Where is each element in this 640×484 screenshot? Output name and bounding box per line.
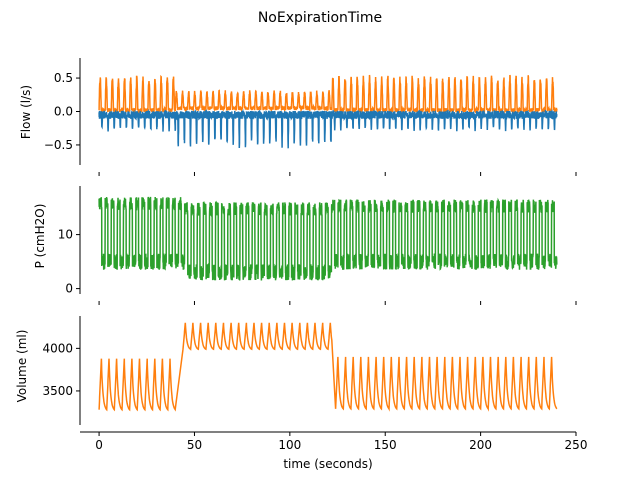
chart-title: NoExpirationTime <box>258 10 382 26</box>
x-tick-label: 250 <box>565 438 588 452</box>
x-tick-label: 50 <box>187 438 202 452</box>
y-tick-label: 4000 <box>42 341 73 355</box>
y-tick-label: 0.5 <box>54 71 73 85</box>
panel-flow: Flow (l/s) −0.5 0.0 0.5 <box>19 58 577 176</box>
x-tick-label: 200 <box>469 438 492 452</box>
panel-volume: Volume (ml) 3500 4000 0 50 100 150 200 250 <box>15 316 587 452</box>
x-axis-label: time (seconds) <box>283 457 372 471</box>
y-tick-label: 0.0 <box>54 105 73 119</box>
panel-pressure: P (cmH2O) 0 10 <box>33 186 577 305</box>
pressure-axis-label: P (cmH2O) <box>33 204 47 269</box>
series-line <box>98 196 558 281</box>
volume-axis-label: Volume (ml) <box>15 330 29 403</box>
flow-axis-label: Flow (l/s) <box>19 85 33 139</box>
y-tick-label: 10 <box>58 228 73 242</box>
y-tick-label: 0 <box>65 282 73 296</box>
y-tick-label: 3500 <box>42 384 73 398</box>
x-tick-label: 150 <box>374 438 397 452</box>
series-line <box>98 108 558 149</box>
series-line <box>98 322 558 412</box>
series-line <box>98 74 558 116</box>
y-tick-label: −0.5 <box>44 138 73 152</box>
x-tick-label: 100 <box>278 438 301 452</box>
x-tick-label: 0 <box>95 438 103 452</box>
